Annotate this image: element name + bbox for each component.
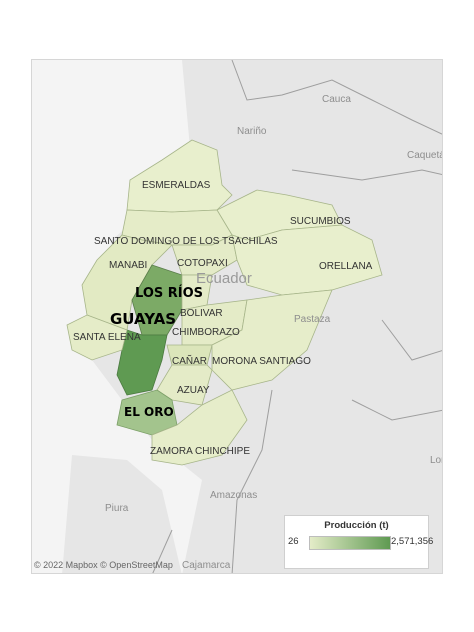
province-label-sucumbios: SUCUMBIOS <box>290 216 351 227</box>
province-label-esmeraldas: ESMERALDAS <box>142 180 211 191</box>
border-line <box>381 319 442 361</box>
legend-gradient-bar <box>309 536 391 550</box>
province-label-cotopaxi: COTOPAXI <box>177 258 228 269</box>
province-label-manabi: MANABI <box>109 260 148 271</box>
border-line <box>291 169 442 181</box>
province-label-santo-domingo: SANTO DOMINGO DE LOS TSACHILAS <box>94 236 278 247</box>
country-label-main: Ecuador <box>196 270 252 287</box>
border-line <box>231 389 273 573</box>
province-zamora-chinchipe[interactable] <box>151 389 248 466</box>
country-label: Piura <box>105 503 129 514</box>
province-label-orellana: ORELLANA <box>319 261 373 272</box>
province-label-azuay: AZUAY <box>177 385 210 396</box>
legend-max-value: 2,571,356 <box>391 536 434 547</box>
map-canvas[interactable] <box>32 60 443 574</box>
handwritten-label-el-oro: EL ORO <box>124 405 174 419</box>
country-label: Caquetá <box>407 150 443 161</box>
border-line <box>231 60 442 135</box>
province-label-zamora-chinchipe: ZAMORA CHINCHIPE <box>150 446 251 457</box>
country-label: Nariño <box>237 126 267 137</box>
legend-title: Producción (t) <box>324 520 389 531</box>
border-line <box>152 529 173 573</box>
peru-coast-land <box>62 455 182 573</box>
handwritten-label-guayas: GUAYAS <box>110 310 177 328</box>
map-attribution[interactable]: © 2022 Mapbox © OpenStreetMap <box>34 560 173 570</box>
province-santa-elena[interactable] <box>66 314 128 361</box>
country-label: Cauca <box>322 94 351 105</box>
province-manabi[interactable] <box>81 234 173 331</box>
country-label: Amazonas <box>210 490 258 501</box>
province-morona-santiago[interactable] <box>211 289 333 391</box>
color-legend: Producción (t) 26 2,571,356 <box>284 515 433 569</box>
country-label: Lor <box>430 455 442 466</box>
province-label-santa-elena: SANTA ELENA <box>73 332 141 343</box>
province-label-chimborazo: CHIMBORAZO <box>172 327 240 338</box>
province-guayas[interactable] <box>116 329 168 396</box>
handwritten-label-los-rios: LOS RÍOS <box>135 286 204 301</box>
province-orellana[interactable] <box>231 224 383 296</box>
country-label: Pastaza <box>294 314 331 325</box>
border-line <box>351 399 442 421</box>
country-label: Cajamarca <box>182 560 231 571</box>
province-label-canar: CAÑAR <box>172 356 208 367</box>
map-panel[interactable]: Cauca Nariño Caquetá Ecuador Pastaza Ama… <box>31 59 443 574</box>
legend-min-value: 26 <box>288 536 299 547</box>
province-label-bolivar: BOLIVAR <box>180 308 223 319</box>
province-label-morona-santiago: MORONA SANTIAGO <box>212 356 311 367</box>
